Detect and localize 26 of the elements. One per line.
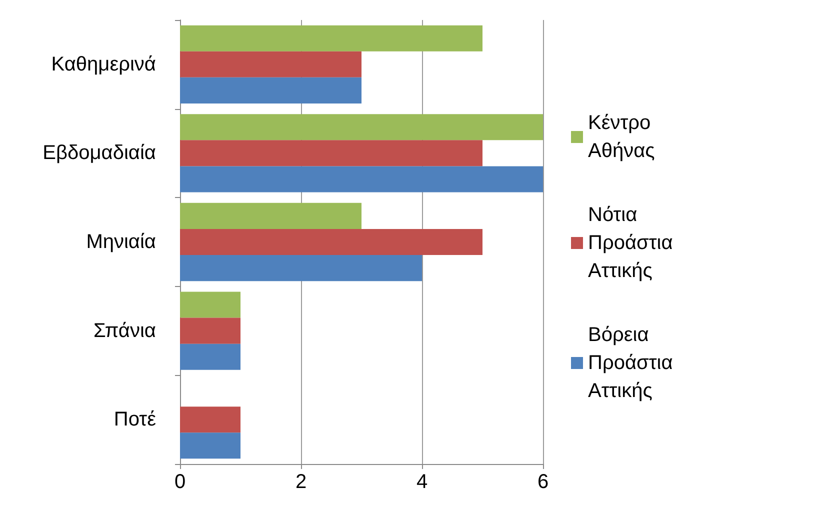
bar [180, 318, 240, 344]
x-tick-label: 6 [537, 471, 549, 493]
bar [180, 202, 362, 229]
bar [180, 255, 422, 282]
legend-label: Βόρεια Προάστια Αττικής [588, 324, 678, 402]
bar [180, 344, 240, 370]
y-tick-label: Μηνιαία [86, 231, 156, 253]
x-tick-label: 4 [416, 471, 428, 493]
legend-label: Κέντρο Αθήνας [588, 112, 656, 162]
y-tick-label: Ποτέ [114, 408, 156, 431]
bar [180, 51, 362, 78]
bar [180, 77, 362, 104]
bar [180, 432, 240, 459]
bar [180, 166, 543, 192]
bar [180, 114, 543, 140]
y-tick-label: Σπάνια [94, 320, 156, 342]
bar [180, 25, 482, 52]
bar [180, 406, 240, 433]
x-tick-label: 2 [295, 471, 307, 493]
legend-label: Νότια Προάστια Αττικής [588, 204, 678, 282]
bar [180, 292, 240, 318]
y-tick-label: Εβδομαδιαία [42, 142, 156, 164]
x-tick-label: 0 [174, 471, 186, 493]
bar [180, 140, 482, 166]
bar [180, 228, 482, 256]
y-tick-label: Καθημερινά [51, 53, 156, 76]
